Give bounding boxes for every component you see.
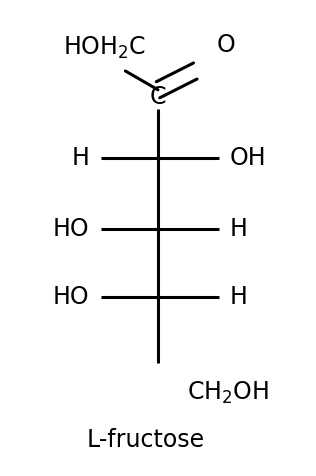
Text: CH$_2$OH: CH$_2$OH: [187, 380, 269, 407]
Text: HO: HO: [53, 285, 90, 309]
Text: OH: OH: [229, 146, 266, 170]
Text: L-fructose: L-fructose: [87, 428, 205, 452]
Text: H: H: [72, 146, 90, 170]
Text: H: H: [229, 217, 247, 240]
Text: H: H: [229, 285, 247, 309]
Text: HOH$_2$C: HOH$_2$C: [63, 34, 146, 60]
Text: O: O: [217, 33, 236, 57]
Text: HO: HO: [53, 217, 90, 240]
Text: C: C: [150, 85, 166, 109]
